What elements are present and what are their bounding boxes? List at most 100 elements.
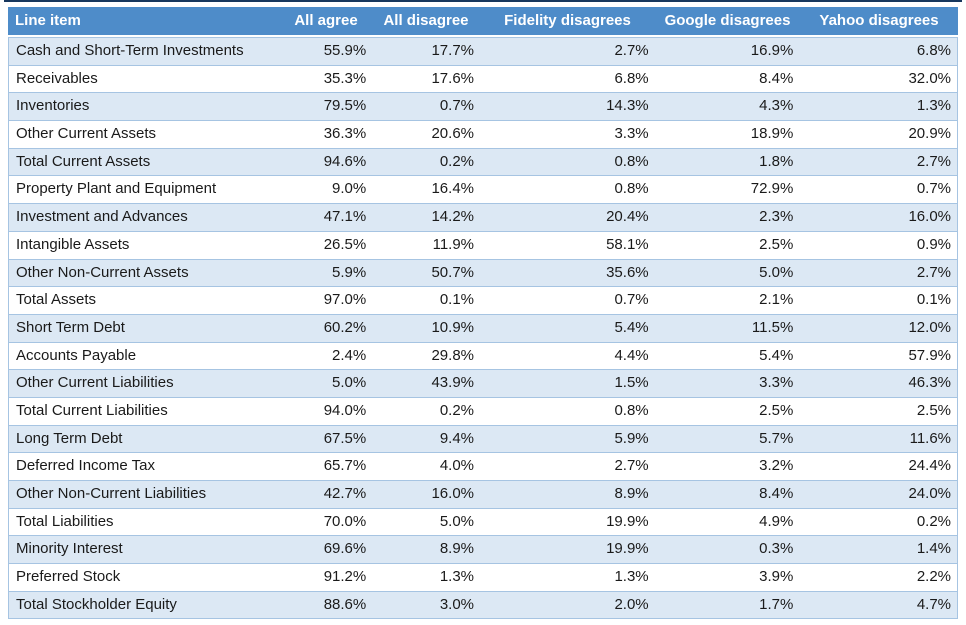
- cell-yahoo-disagrees: 0.2%: [916, 512, 952, 530]
- cell-yahoo-disagrees: 16.0%: [908, 208, 952, 226]
- cell-line-item: Preferred Stock: [16, 568, 121, 586]
- column-header: Fidelity disagrees: [504, 12, 631, 29]
- cell-fidelity-disagrees: 5.9%: [614, 429, 649, 447]
- table-row: Total Current Assets 94.6% 0.2% 0.8% 1.8…: [9, 148, 957, 177]
- table-row: Total Current Liabilities 94.0% 0.2% 0.8…: [9, 397, 957, 426]
- cell-google-disagrees: 3.3%: [759, 374, 794, 392]
- cell-all-agree: 70.0%: [323, 512, 367, 530]
- table-row: Intangible Assets 26.5% 11.9% 58.1% 2.5%…: [9, 231, 957, 260]
- cell-all-disagree: 8.9%: [439, 540, 475, 558]
- cell-yahoo-disagrees: 11.6%: [909, 429, 952, 447]
- cell-fidelity-disagrees: 2.7%: [614, 42, 649, 59]
- cell-all-disagree: 16.0%: [431, 485, 475, 502]
- table-row: Total Stockholder Equity 88.6% 3.0% 2.0%…: [9, 591, 957, 620]
- cell-google-disagrees: 2.1%: [759, 291, 794, 309]
- cell-google-disagrees: 2.5%: [759, 401, 794, 419]
- financial-line-item-table: Line item All agree All disagree Fidelity d…: [8, 7, 958, 620]
- cell-all-disagree: 0.2%: [439, 401, 475, 419]
- cell-fidelity-disagrees: 8.9%: [614, 485, 649, 502]
- table-row: Total Assets 97.0% 0.1% 0.7% 2.1% 0.1%: [9, 287, 957, 315]
- cell-line-item: Other Non-Current Liabilities: [16, 485, 207, 502]
- cell-all-disagree: 17.7%: [431, 42, 475, 59]
- cell-line-item: Other Current Liabilities: [16, 374, 174, 392]
- cell-fidelity-disagrees: 19.9%: [606, 540, 649, 558]
- cell-all-agree: 88.6%: [323, 595, 367, 613]
- cell-all-agree: 69.6%: [323, 540, 367, 558]
- cell-all-disagree: 20.6%: [431, 125, 475, 143]
- cell-all-agree: 35.3%: [323, 69, 367, 87]
- cell-all-disagree: 0.1%: [439, 291, 475, 309]
- cell-yahoo-disagrees: 0.1%: [916, 291, 952, 309]
- cell-all-agree: 42.7%: [323, 485, 367, 502]
- cell-all-agree: 5.9%: [332, 263, 367, 281]
- cell-line-item: Inventories: [16, 97, 90, 115]
- cell-fidelity-disagrees: 3.3%: [614, 125, 649, 143]
- cell-line-item: Investment and Advances: [16, 208, 188, 226]
- cell-fidelity-disagrees: 5.4%: [614, 318, 649, 336]
- cell-all-disagree: 5.0%: [439, 512, 475, 530]
- cell-fidelity-disagrees: 4.4%: [614, 346, 649, 364]
- table-row: Long Term Debt 67.5% 9.4% 5.9% 5.7% 11.6…: [9, 425, 957, 454]
- cell-fidelity-disagrees: 6.8%: [614, 69, 649, 87]
- cell-all-agree: 60.2%: [323, 318, 367, 336]
- cell-google-disagrees: 5.7%: [759, 429, 794, 447]
- table-row: Other Non-Current Assets 5.9% 50.7% 35.6…: [9, 259, 957, 288]
- cell-all-disagree: 3.0%: [439, 595, 475, 613]
- cell-all-agree: 94.6%: [323, 152, 367, 170]
- cell-yahoo-disagrees: 0.9%: [916, 235, 952, 253]
- cell-line-item: Total Stockholder Equity: [16, 595, 177, 613]
- table-row: Other Current Liabilities 5.0% 43.9% 1.5…: [9, 370, 957, 398]
- table-header: Line item All agree All disagree Fidelity d…: [8, 7, 958, 35]
- cell-all-agree: 94.0%: [323, 401, 367, 419]
- cell-all-agree: 26.5%: [323, 235, 367, 253]
- cell-line-item: Intangible Assets: [16, 235, 130, 253]
- cell-google-disagrees: 4.9%: [759, 512, 794, 530]
- cell-line-item: Accounts Payable: [16, 346, 137, 364]
- cell-google-disagrees: 1.8%: [759, 152, 794, 170]
- cell-yahoo-disagrees: 0.7%: [916, 180, 952, 198]
- cell-fidelity-disagrees: 19.9%: [606, 512, 649, 530]
- cell-all-disagree: 29.8%: [431, 346, 475, 364]
- cell-google-disagrees: 11.5%: [751, 318, 794, 336]
- cell-fidelity-disagrees: 14.3%: [606, 97, 649, 115]
- cell-line-item: Cash and Short-Term Investments: [16, 42, 244, 59]
- cell-all-disagree: 9.4%: [439, 429, 475, 447]
- cell-yahoo-disagrees: 46.3%: [908, 374, 952, 392]
- cell-line-item: Short Term Debt: [16, 318, 125, 336]
- cell-all-disagree: 14.2%: [431, 208, 475, 226]
- cell-yahoo-disagrees: 2.7%: [916, 263, 952, 281]
- top-border-line: [4, 0, 962, 2]
- table-row: Accounts Payable 2.4% 29.8% 4.4% 5.4% 57…: [9, 342, 957, 371]
- cell-fidelity-disagrees: 0.8%: [614, 152, 649, 170]
- cell-line-item: Long Term Debt: [16, 429, 123, 447]
- cell-yahoo-disagrees: 20.9%: [908, 125, 952, 143]
- cell-all-disagree: 1.3%: [439, 568, 475, 586]
- cell-yahoo-disagrees: 6.8%: [916, 42, 952, 59]
- cell-all-disagree: 10.9%: [431, 318, 475, 336]
- cell-google-disagrees: 5.0%: [759, 263, 794, 281]
- cell-fidelity-disagrees: 20.4%: [606, 208, 649, 226]
- cell-line-item: Total Liabilities: [16, 512, 114, 530]
- cell-all-disagree: 17.6%: [431, 69, 475, 87]
- table-row: Short Term Debt 60.2% 10.9% 5.4% 11.5% 1…: [9, 314, 957, 343]
- cell-yahoo-disagrees: 1.4%: [916, 540, 952, 558]
- cell-yahoo-disagrees: 2.2%: [916, 568, 952, 586]
- cell-line-item: Receivables: [16, 69, 98, 87]
- cell-all-disagree: 4.0%: [439, 457, 475, 475]
- cell-google-disagrees: 72.9%: [750, 180, 794, 198]
- cell-google-disagrees: 3.9%: [759, 568, 794, 586]
- table-row: Minority Interest 69.6% 8.9% 19.9% 0.3% …: [9, 536, 957, 565]
- cell-all-disagree: 11.9%: [432, 235, 475, 253]
- cell-line-item: Deferred Income Tax: [16, 457, 155, 475]
- cell-google-disagrees: 8.4%: [759, 485, 794, 502]
- cell-yahoo-disagrees: 32.0%: [908, 69, 952, 87]
- cell-all-agree: 79.5%: [323, 97, 367, 115]
- column-header: All disagree: [383, 12, 469, 29]
- cell-fidelity-disagrees: 1.3%: [614, 568, 649, 586]
- table-body: Cash and Short-Term Investments 55.9% 17…: [8, 37, 958, 620]
- cell-all-disagree: 16.4%: [431, 180, 475, 198]
- cell-line-item: Total Current Assets: [16, 152, 151, 170]
- table-row: Deferred Income Tax 65.7% 4.0% 2.7% 3.2%…: [9, 453, 957, 481]
- cell-fidelity-disagrees: 2.0%: [614, 595, 649, 613]
- cell-yahoo-disagrees: 1.3%: [916, 97, 952, 115]
